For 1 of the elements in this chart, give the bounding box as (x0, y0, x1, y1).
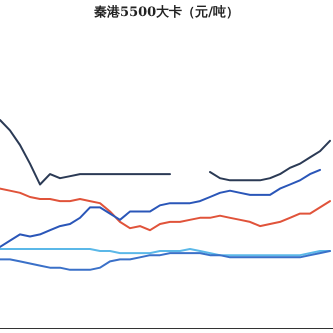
chart-title: 秦港5500大卡（元/吨） (94, 5, 239, 20)
